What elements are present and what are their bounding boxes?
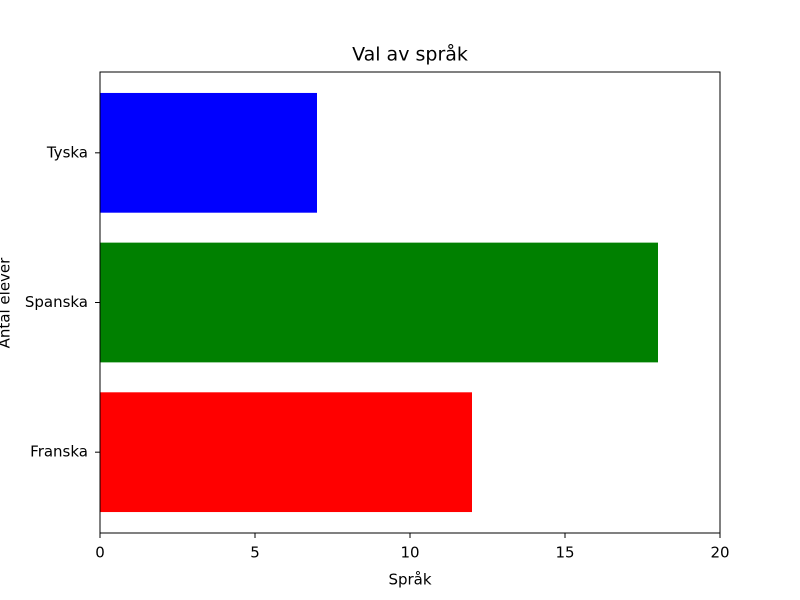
y-axis-label: Antal elever xyxy=(0,257,14,349)
x-tick-label: 15 xyxy=(555,544,574,562)
bar xyxy=(100,242,658,363)
x-axis-label: Språk xyxy=(388,571,431,589)
x-tick-label: 20 xyxy=(710,544,729,562)
x-tick-label: 0 xyxy=(95,544,105,562)
chart-title: Val av språk xyxy=(352,43,468,66)
bar xyxy=(100,92,317,213)
x-tick-label: 10 xyxy=(400,544,419,562)
bar xyxy=(100,392,472,513)
x-tick-label: 5 xyxy=(250,544,260,562)
y-tick-label: Spanska xyxy=(25,293,88,311)
plot-frame xyxy=(99,71,721,534)
y-tick-label: Franska xyxy=(30,443,88,461)
y-tick-label: Tyska xyxy=(46,143,88,161)
